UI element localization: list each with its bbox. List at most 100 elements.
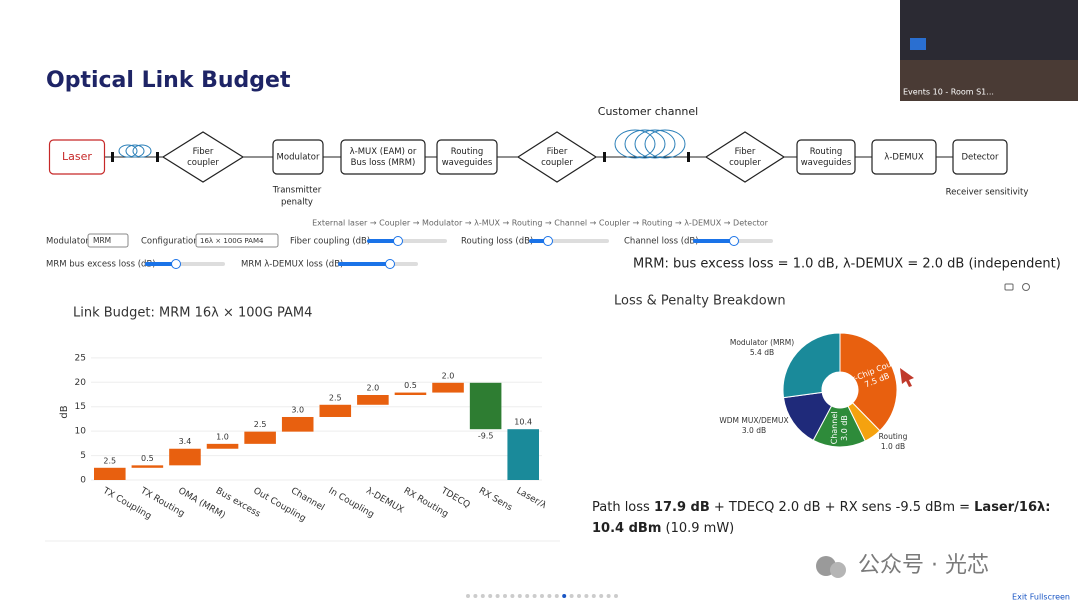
page-dot — [614, 594, 618, 598]
page-dot — [532, 594, 537, 598]
diagram-node — [161, 131, 245, 183]
node-label: Modulator — [277, 153, 320, 163]
node-label: Laser — [62, 150, 92, 163]
slider-fill — [693, 239, 734, 243]
slice-value: 1.0 dB — [881, 442, 905, 451]
slider-thumb[interactable] — [171, 259, 181, 269]
bar — [507, 429, 539, 480]
page-dot — [584, 594, 589, 598]
summary-part: + TDECQ 2.0 dB + RX sens -9.5 dBm = — [710, 500, 974, 515]
annotation: penalty — [281, 198, 313, 208]
summary-part: (10.9 mW) — [661, 521, 734, 536]
chart-toolbar — [1004, 283, 1030, 291]
page-dot — [569, 594, 574, 598]
node-label: λ-MUX (EAM) or — [350, 147, 417, 157]
node-label: waveguides — [801, 158, 852, 168]
bar — [432, 382, 464, 393]
page-dot — [562, 594, 567, 598]
value-label: 3.4 — [179, 437, 192, 446]
page-dot — [577, 594, 581, 598]
value-label: 3.0 — [291, 405, 304, 414]
page-dot — [591, 594, 596, 598]
value-label: 2.5 — [254, 420, 267, 429]
summary: 10.4 dBm (10.9 mW) — [592, 521, 734, 536]
page-dot — [488, 594, 493, 598]
bar — [244, 431, 276, 444]
y-tick-label: 10 — [75, 427, 87, 437]
page-dot — [466, 594, 470, 598]
cursor — [900, 368, 914, 387]
diagram-node — [952, 139, 1008, 175]
page-dot — [480, 594, 485, 598]
bar — [357, 395, 389, 405]
watermark-icon — [816, 556, 846, 578]
page-dot — [606, 594, 611, 598]
annotation: Receiver sensitivity — [946, 188, 1029, 198]
value-label: 10.4 — [514, 418, 532, 427]
page-dot — [495, 594, 500, 598]
slider-thumb[interactable] — [393, 236, 403, 246]
node-label: coupler — [187, 158, 219, 168]
node-label: Detector — [961, 153, 999, 163]
select[interactable] — [195, 233, 279, 248]
diagram-node — [272, 139, 324, 175]
diagram-node — [340, 139, 426, 175]
slider-fill — [145, 262, 176, 266]
slider-thumb[interactable] — [729, 236, 739, 246]
connectors — [111, 152, 690, 162]
annotation: Customer channel — [598, 105, 698, 118]
select-value[interactable]: 16λ × 100G PAM4 — [200, 237, 264, 245]
value-label: -9.5 — [478, 432, 494, 441]
select[interactable] — [87, 233, 129, 248]
node-label: Fiber — [735, 147, 756, 157]
chart-title: Loss & Penalty Breakdown — [614, 294, 786, 309]
video-caption: Events 10 - Room S1... — [903, 88, 994, 97]
value-label: 2.5 — [103, 456, 116, 465]
summary-part: 10.4 dBm — [592, 521, 661, 536]
slider-label: Routing loss (dB) — [461, 237, 533, 247]
value-label: 0.5 — [141, 454, 154, 463]
node-label: coupler — [729, 158, 761, 168]
page-title: Optical Link Budget — [46, 68, 291, 93]
value-label: 2.5 — [329, 393, 342, 402]
slider-fill — [338, 262, 390, 266]
x-tick-label: Laser/λ — [514, 486, 548, 511]
diagram-node — [48, 139, 106, 175]
slider-thumb[interactable] — [543, 236, 553, 246]
slice-value: 3.0 dB — [840, 415, 849, 441]
bar — [131, 465, 164, 468]
slice-name: Routing — [879, 432, 908, 441]
fiber-coil-channel — [614, 129, 686, 159]
control-label: Configuration — [141, 237, 199, 247]
camera-icon[interactable] — [1004, 283, 1014, 291]
bar — [281, 416, 314, 432]
select-value[interactable]: MRM — [93, 236, 111, 245]
watermark: 公众号 · 光芯 — [858, 553, 989, 578]
diagram-caption: External laser → Coupler → Modulator → λ… — [312, 219, 769, 228]
chart-title: Link Budget: MRM 16λ × 100G PAM4 — [73, 306, 312, 321]
page-dot — [554, 594, 559, 598]
video-logo — [910, 38, 926, 50]
page-dot — [599, 594, 604, 598]
page-dot — [473, 594, 478, 598]
page-dot — [540, 594, 544, 598]
y-axis-label: dB — [59, 405, 70, 418]
y-tick-label: 20 — [75, 378, 87, 388]
slice-name: Channel — [830, 411, 840, 444]
exit-fullscreen[interactable]: Exit Fullscreen — [1012, 593, 1070, 602]
video-audience — [900, 60, 1078, 101]
slice-label: Channel 3.0 dB — [830, 411, 849, 444]
reset-icon[interactable] — [1022, 283, 1030, 291]
value-label: 2.0 — [442, 371, 455, 380]
slider-thumb[interactable] — [385, 259, 395, 269]
summary-part: Path loss — [592, 500, 654, 515]
bar — [319, 404, 352, 417]
node-label: coupler — [541, 158, 573, 168]
diagram-node — [704, 131, 786, 183]
value-label: 2.0 — [367, 384, 380, 393]
bar — [469, 382, 502, 430]
node-label: Fiber — [193, 147, 214, 157]
